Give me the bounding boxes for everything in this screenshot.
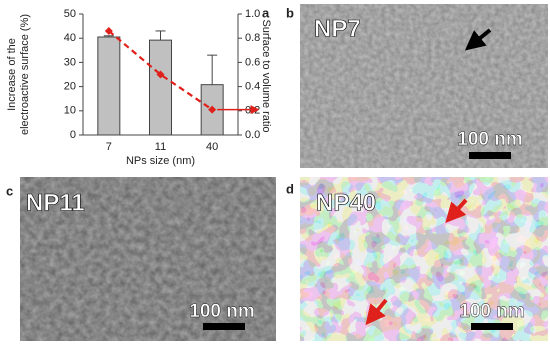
scale-bar: [203, 323, 245, 330]
y2-axis-label: Surface to volume ratio: [260, 19, 272, 132]
x-tick-label: 7: [106, 141, 112, 153]
y2-tick-label: 0.8: [245, 32, 260, 44]
image-label: NP11: [26, 189, 85, 216]
x-tick-label: 11: [155, 141, 166, 153]
y-tick-label: 20: [64, 81, 76, 93]
arrow: [365, 298, 388, 326]
y-axis-label: electroactive surface (%): [19, 14, 31, 135]
point: [156, 70, 165, 79]
scale-label: 100 nm: [189, 301, 254, 322]
image-label: NP7: [314, 15, 361, 42]
arrow: [445, 198, 468, 223]
y2-tick-label: 0.0: [245, 129, 260, 141]
y-tick-label: 0: [70, 129, 76, 141]
scale-bar: [469, 152, 511, 159]
sem-image: [300, 4, 548, 168]
y2-tick-label: 0.4: [245, 81, 260, 93]
sem-image: [20, 177, 276, 341]
panel-label: d: [286, 181, 294, 196]
panel-label: a: [262, 5, 270, 20]
y-tick-label: 10: [64, 105, 76, 117]
bar: [97, 36, 121, 136]
y-tick-label: 40: [64, 32, 76, 44]
y2-tick-label: 0.2: [245, 105, 260, 117]
scale-bar: [471, 323, 513, 330]
x-axis-label: NPs size (nm): [126, 155, 195, 167]
line: [108, 30, 213, 111]
panel-label: b: [286, 5, 294, 20]
point: [208, 105, 217, 114]
scale-label: 100 nm: [459, 301, 524, 322]
x-tick-label: 40: [206, 141, 218, 153]
chart: 0 10 20 30 40 50 0.0 0.2 0.4 0.6 0.8 1.0 Increase of…: [6, 8, 272, 167]
y2-tick-label: 0.6: [245, 56, 260, 68]
scale-label: 100 nm: [457, 129, 522, 150]
image-label: NP40: [316, 189, 376, 216]
sem-image: [300, 177, 548, 341]
point: [104, 26, 113, 35]
y2-tick-label: 1.0: [245, 8, 260, 20]
arrow: [464, 28, 492, 51]
y-tick-label: 30: [64, 56, 76, 68]
y-tick-label: 50: [64, 8, 76, 20]
bar: [149, 39, 172, 136]
panel-label: c: [6, 183, 13, 198]
y-axis-label: Increase of the: [6, 38, 18, 111]
